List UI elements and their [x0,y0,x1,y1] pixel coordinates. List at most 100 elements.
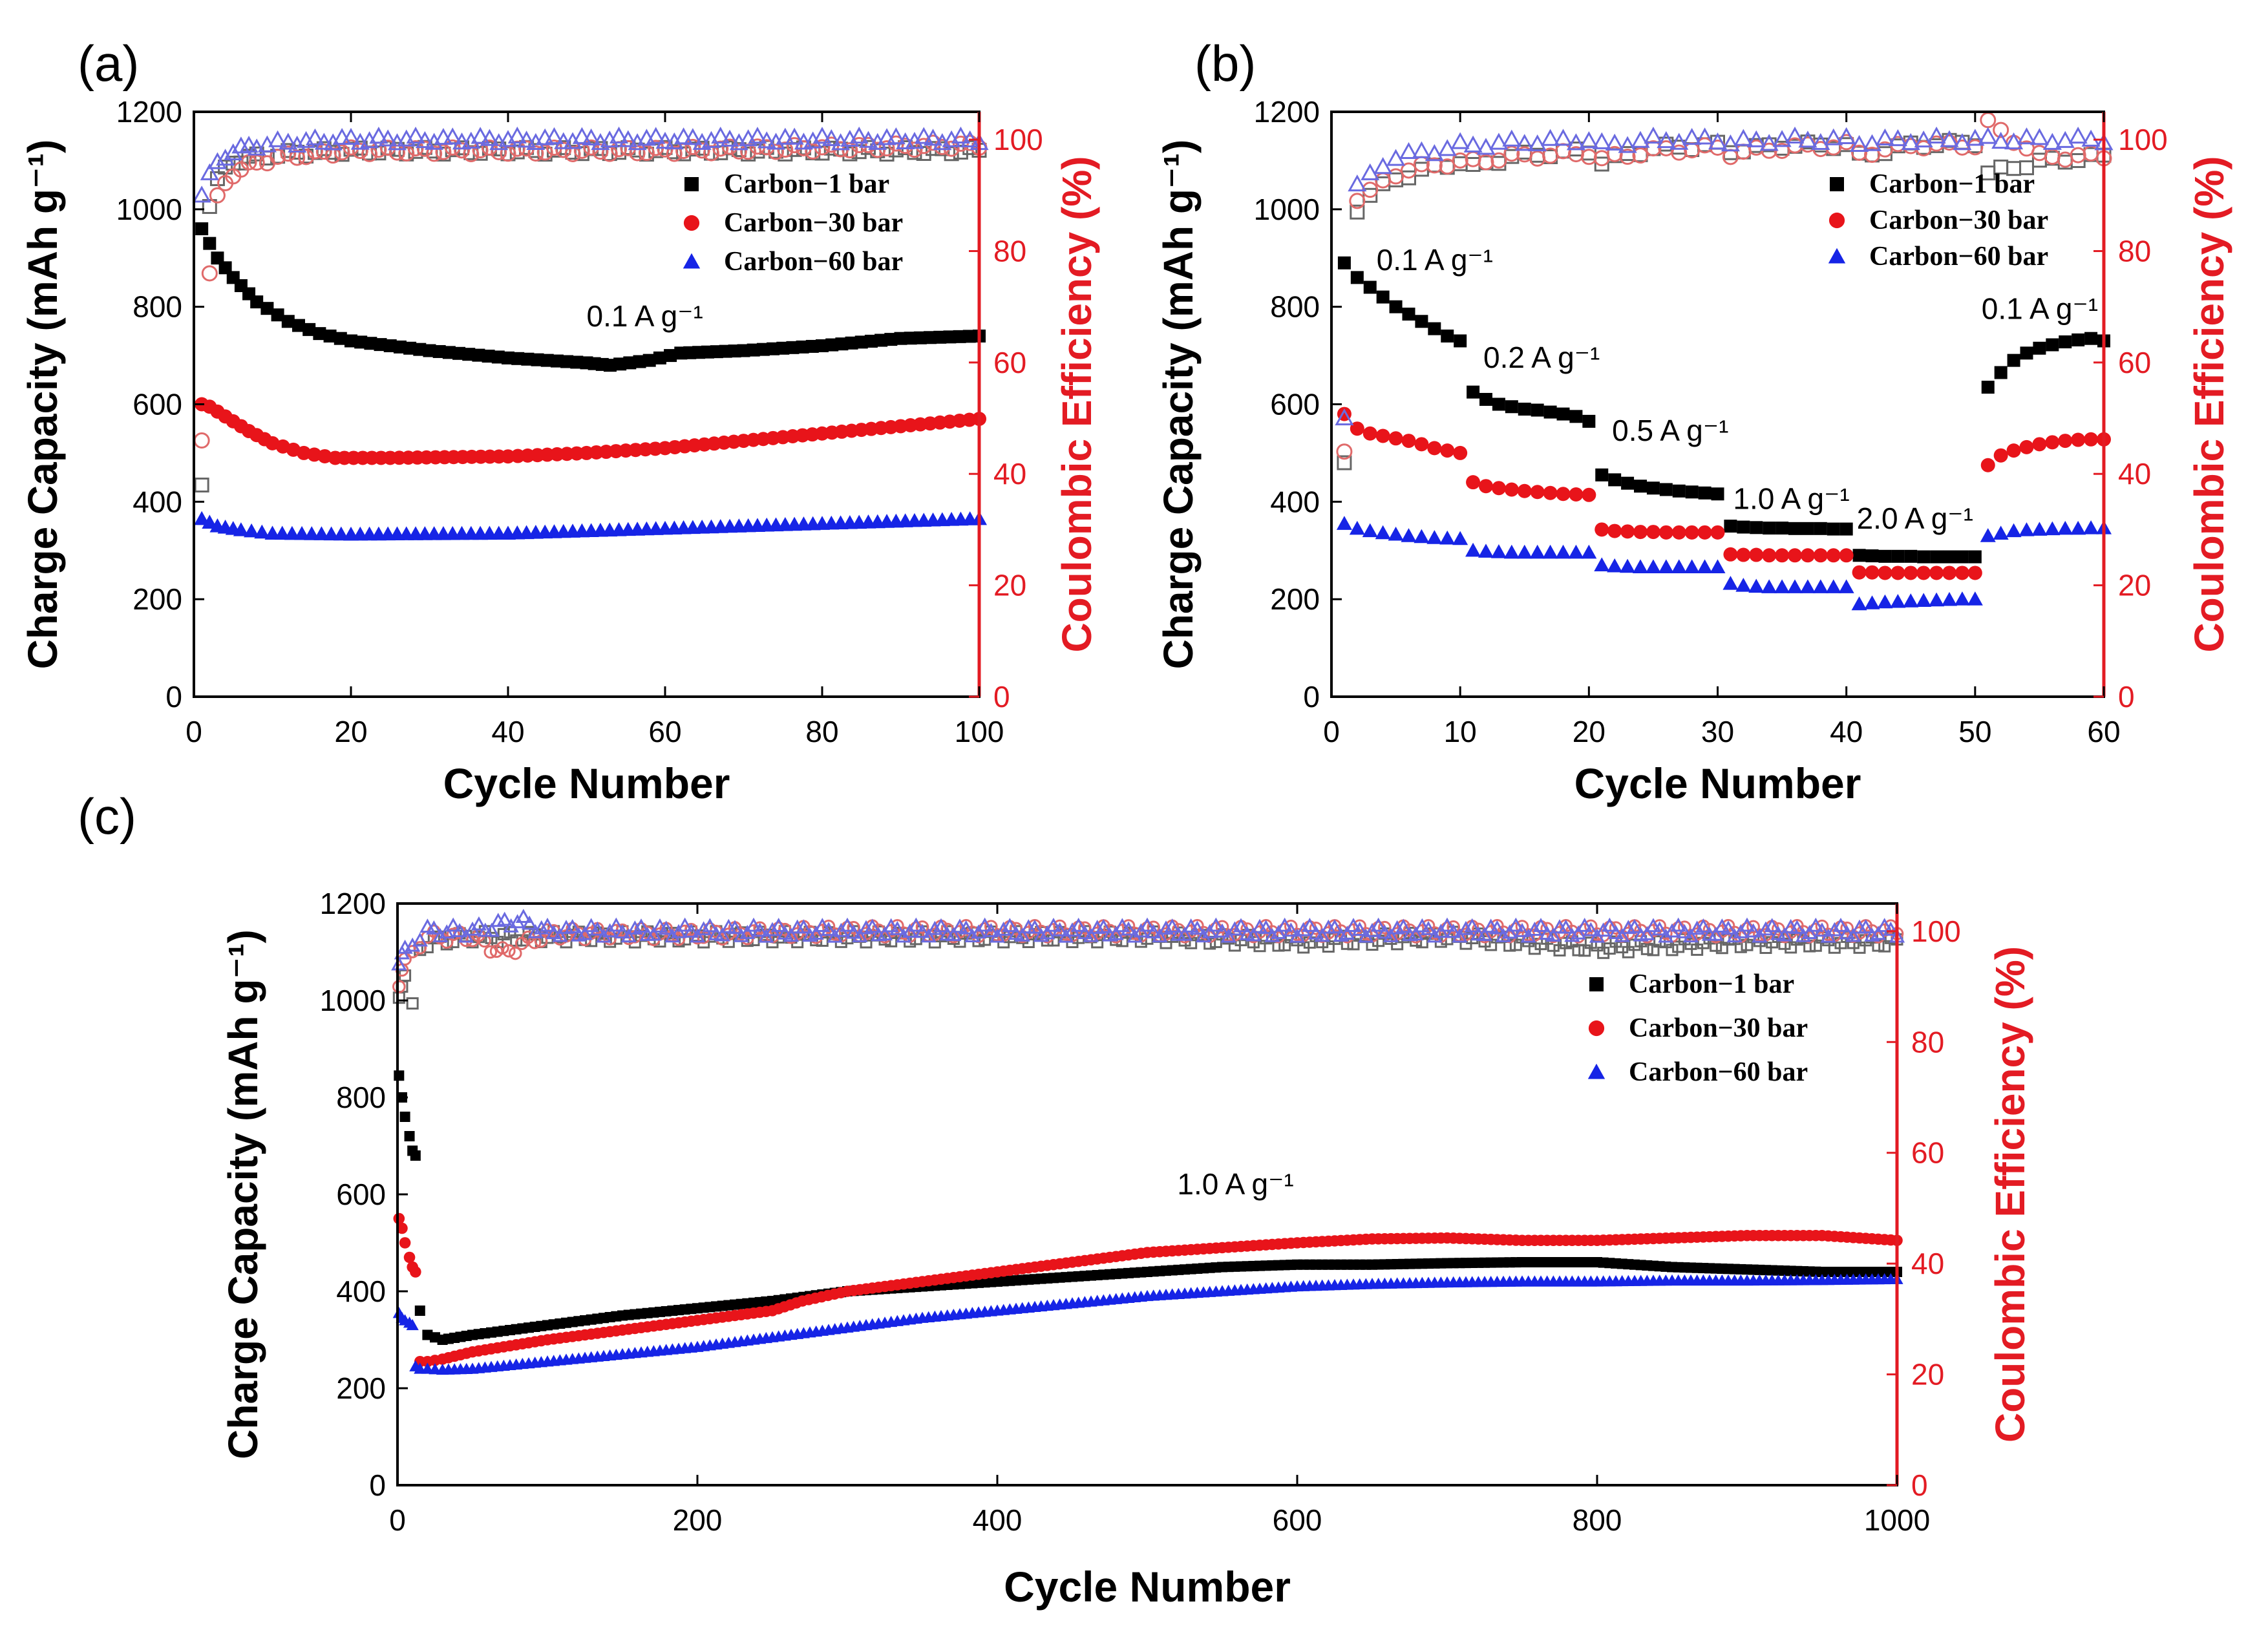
data-point [1659,483,1673,496]
data-point [2044,521,2061,536]
data-point [260,302,274,315]
data-point [1335,408,1354,426]
data-point [1388,431,1403,446]
data-point [1258,920,1274,935]
legend-label: Carbon−1 bar [1869,169,2035,199]
data-point [298,149,315,165]
data-point [1457,920,1474,935]
data-point [1152,928,1168,943]
data-point [1994,366,2008,379]
data-point [1903,593,1919,608]
data-point [334,144,350,161]
data-point [1749,547,1764,562]
data-point [1108,925,1124,940]
data-point [1308,925,1324,940]
data-point [845,924,862,939]
data-point [2071,432,2086,447]
data-point [1309,921,1323,935]
data-point [2059,335,2072,348]
data-point [1476,927,1493,942]
data-point [1708,926,1724,941]
data-point [502,351,514,365]
data-point [354,335,368,349]
data-point [572,127,591,144]
data-point [1775,522,1789,535]
data-point [1762,548,1777,563]
data-point [1891,549,1905,563]
data-point [244,523,260,538]
x-tick-label: 600 [1273,1503,1322,1537]
data-point [908,917,924,932]
data-point [1745,923,1761,938]
data-point [883,918,899,933]
data-point [211,251,224,265]
data-point [821,129,841,147]
data-point [511,352,525,365]
data-point [583,918,599,933]
data-point [1220,928,1236,943]
data-point [689,928,706,943]
data-point [766,132,786,150]
legend-marker [1587,1063,1606,1079]
data-point [434,127,453,145]
data-point [1233,918,1249,933]
data-point [209,187,226,204]
data-point [2081,129,2101,147]
legend-marker [1830,177,1844,191]
data-point [1633,525,1648,540]
data-point [1883,922,1899,936]
data-point [1033,927,1049,942]
data-point [874,333,888,347]
data-point [527,145,544,162]
data-point [1336,516,1352,530]
data-point [332,127,352,145]
data-point [1002,918,1018,933]
data-point [483,945,498,959]
data-point [711,126,730,144]
data-point [1891,566,1905,580]
plot-frame [193,111,980,698]
data-point [1646,481,1660,495]
data-point [503,918,519,933]
data-point [1518,403,1531,416]
data-point [406,1318,419,1331]
data-point [1478,935,1491,948]
data-point [858,131,878,148]
data-point [592,143,609,160]
data-point [1478,154,1494,171]
data-point [1579,131,1598,149]
data-point [646,926,662,941]
data-point [1373,157,1393,174]
y-tick-label: 0 [1303,680,1320,714]
legend-marker [1588,1020,1605,1037]
panel-letter: (c) [78,788,136,845]
data-point [485,931,498,944]
data-point [1671,525,1686,540]
data-point [2057,520,2073,535]
data-point [414,1306,425,1316]
data-point [1014,927,1030,942]
data-point [2084,432,2099,447]
data-point [603,932,617,946]
data-point [1827,922,1843,936]
rate-annotation: 1.0 A g⁻¹ [1177,1167,1293,1201]
data-point [544,127,564,144]
data-point [633,355,646,368]
data-point [1695,918,1712,933]
data-point [1672,484,1686,498]
data-point [1689,920,1705,935]
data-point [953,330,966,343]
data-point [1809,939,1822,952]
data-point [620,928,637,943]
data-point [1545,927,1562,942]
data-point [491,350,505,364]
y-tick-label: 1000 [1254,193,1320,226]
data-point [1314,927,1330,942]
data-point [1572,944,1585,957]
data-point [679,933,692,946]
data-point [666,145,683,162]
data-point [695,921,712,936]
data-point [1715,942,1728,955]
data-point [816,339,829,352]
data-point [1968,550,1982,564]
